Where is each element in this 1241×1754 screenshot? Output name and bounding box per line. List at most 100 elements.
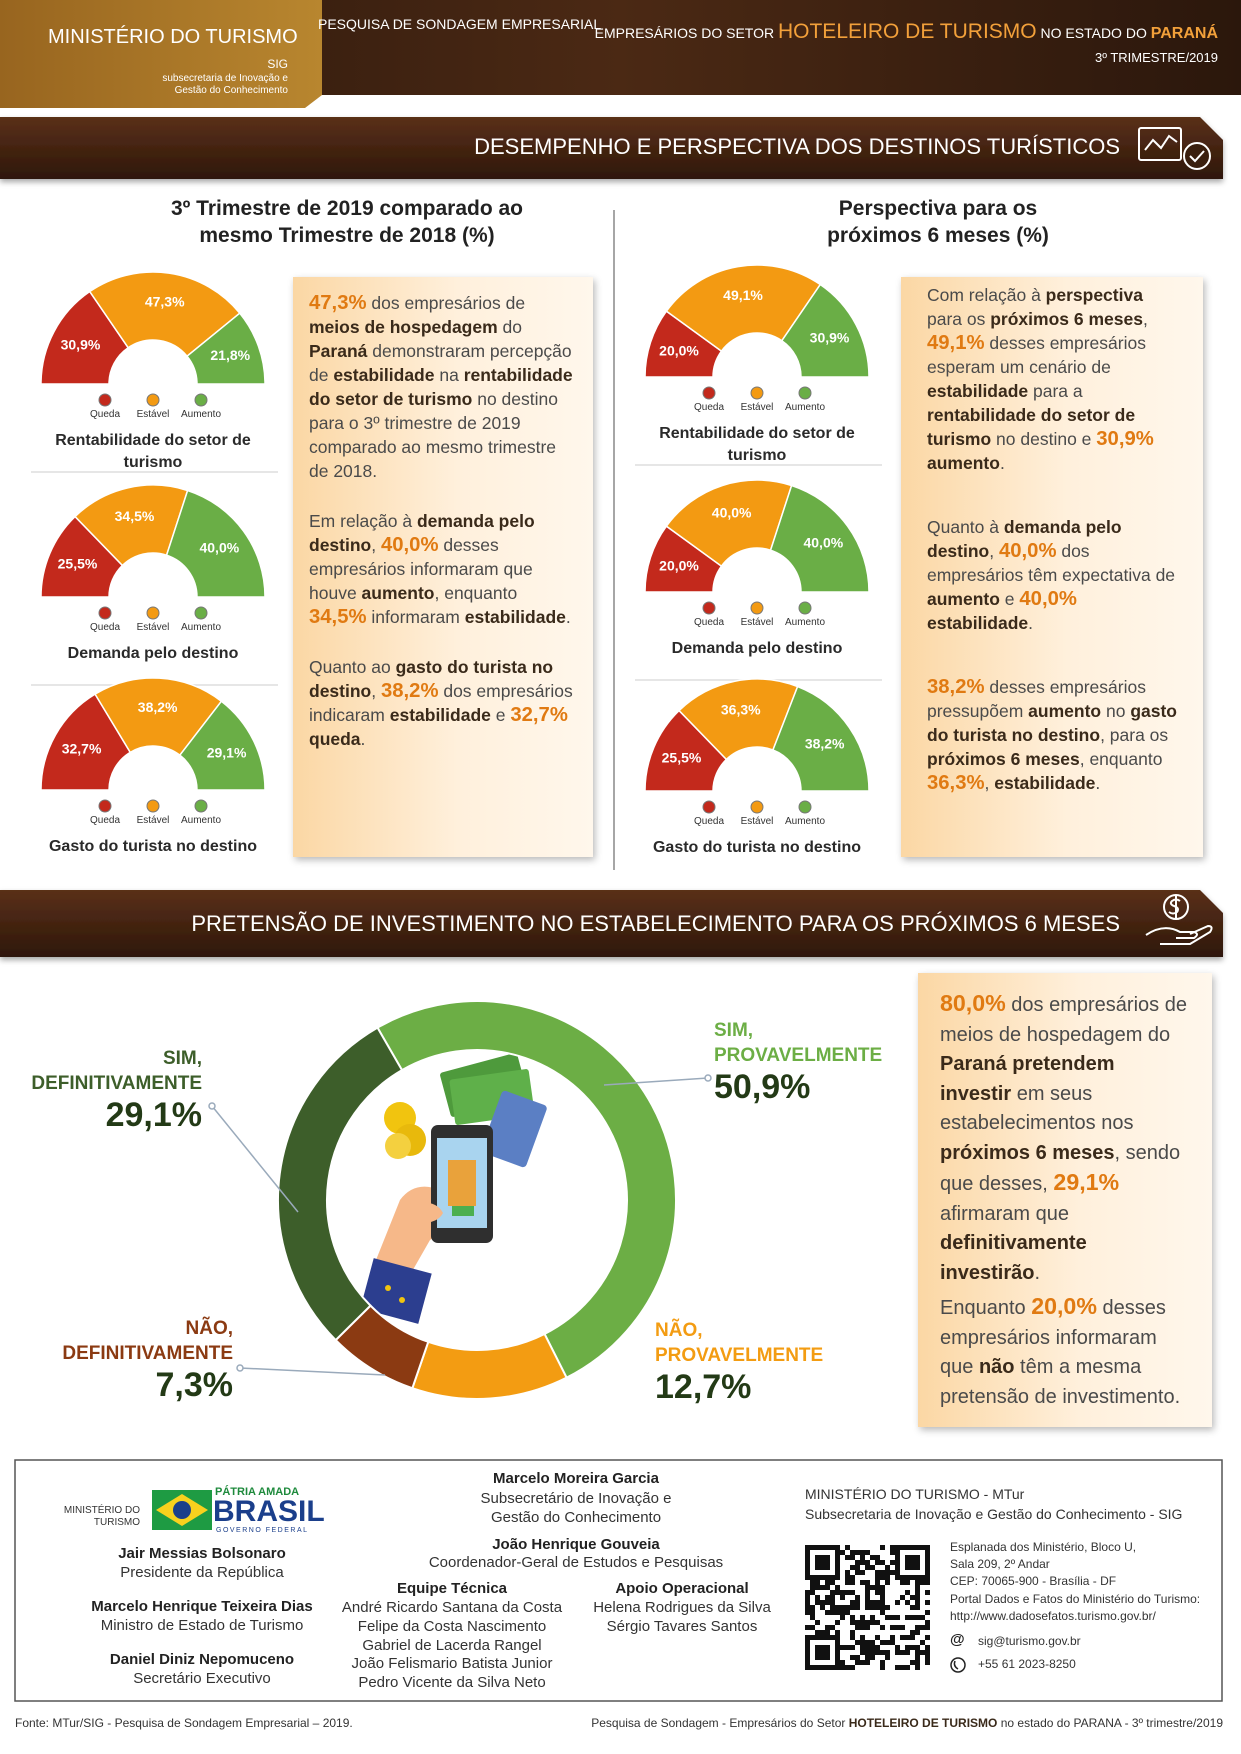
qr-module — [890, 1640, 895, 1645]
qr-module — [875, 1560, 880, 1565]
text-run: Quanto à — [927, 517, 1004, 537]
qr-module — [845, 1590, 850, 1595]
emphasis: aumento — [1028, 701, 1102, 721]
qr-module — [890, 1635, 895, 1640]
qr-module — [870, 1585, 875, 1590]
qr-module — [830, 1605, 835, 1610]
qr-module — [810, 1625, 815, 1630]
gauge-title: Demanda pelo destino — [671, 640, 843, 657]
text-run: , — [984, 773, 995, 793]
qr-module — [850, 1575, 855, 1580]
source-note: Fonte: MTur/SIG - Pesquisa de Sondagem E… — [15, 1716, 353, 1730]
text-run: no destino e — [991, 429, 1097, 449]
qr-module — [880, 1640, 885, 1645]
qr-module — [820, 1605, 825, 1610]
qr-module — [815, 1580, 820, 1585]
emphasis: aumento — [927, 453, 1000, 473]
team-title: Equipe Técnica — [396, 1580, 508, 1597]
qr-module — [810, 1615, 815, 1620]
qr-module — [925, 1580, 930, 1585]
team-member: Pedro Vicente da Silva Neto — [358, 1674, 546, 1692]
qr-module — [860, 1615, 865, 1620]
highlight: 30,9% — [1096, 428, 1154, 450]
qr-module — [895, 1645, 900, 1650]
qr-module — [845, 1605, 850, 1610]
legend-label: Estável — [137, 622, 170, 633]
qr-module — [850, 1630, 855, 1635]
gauge-slice — [94, 677, 223, 757]
flag-logo — [152, 1490, 212, 1530]
qr-module — [910, 1645, 915, 1650]
qr-module — [865, 1560, 870, 1565]
legend-dot — [750, 601, 764, 615]
qr-module — [895, 1600, 900, 1605]
qr-module — [860, 1645, 865, 1650]
qr-module — [890, 1625, 895, 1630]
qr-module — [885, 1565, 890, 1570]
qr-module — [890, 1550, 895, 1555]
qr-module — [830, 1590, 835, 1595]
legend-label: Queda — [694, 402, 724, 413]
highlight: 49,1% — [927, 332, 985, 354]
text-run: Quanto ao — [309, 657, 396, 677]
emphasis: estabilidade — [927, 613, 1029, 633]
slice-label: 30,9% — [810, 329, 850, 345]
qr-module — [845, 1610, 850, 1615]
donut-slice — [411, 1332, 568, 1400]
emphasis: PARANÁ — [1150, 25, 1218, 42]
leader-dot — [704, 1074, 712, 1082]
legend-dot — [750, 800, 764, 814]
text-run: desses empresários pressupõem — [927, 677, 1146, 721]
manager-role: Coordenador-Geral de Estudos e Pesquisas — [428, 1554, 724, 1571]
text-run: desses empresários esperam um cenário de — [927, 333, 1146, 377]
qr-module — [850, 1580, 855, 1585]
text-run: , — [989, 541, 999, 561]
text-run: , para os — [1100, 725, 1169, 745]
qr-module — [850, 1605, 855, 1610]
qr-module — [875, 1635, 880, 1640]
text-run: , — [371, 535, 381, 555]
qr-module — [850, 1555, 855, 1560]
support-member: Helena Rodrigues da Silva — [593, 1599, 771, 1616]
qr-module — [865, 1625, 870, 1630]
text-run: do — [497, 317, 522, 337]
emphasis: demanda pelo destino — [927, 517, 1122, 561]
legend-dot — [98, 393, 112, 407]
qr-module — [825, 1610, 830, 1615]
qr-module — [885, 1575, 890, 1580]
gauge-slice — [769, 484, 870, 593]
qr-module — [855, 1640, 860, 1645]
qr-module — [915, 1665, 920, 1670]
qr-module — [880, 1570, 885, 1575]
qr-module — [920, 1650, 925, 1655]
donut-category: SIM, PROVAVELMENTE — [714, 1020, 883, 1066]
qr-finder — [805, 1635, 840, 1670]
qr-module — [860, 1660, 865, 1665]
emphasis: rentabilidade do setor de turismo — [309, 365, 573, 409]
qr-module — [865, 1600, 870, 1605]
qr-module — [830, 1625, 835, 1630]
text-run: informaram — [366, 607, 465, 627]
legend-label: Queda — [694, 816, 724, 827]
slice-label: 40,0% — [199, 540, 239, 556]
slice-label: 32,7% — [62, 740, 102, 756]
qr-module — [920, 1580, 925, 1585]
qr-module — [880, 1595, 885, 1600]
slice-label: 47,3% — [145, 294, 185, 310]
qr-module — [805, 1595, 810, 1600]
qr-module — [855, 1565, 860, 1570]
qr-module — [845, 1580, 850, 1585]
survey-name: PESQUISA DE SONDAGEM EMPRESARIAL — [318, 16, 602, 32]
gauge-slice — [73, 484, 189, 567]
qr-module — [835, 1590, 840, 1595]
highlight: 20,0% — [1031, 1293, 1097, 1319]
column-title: Perspectiva para os próximos 6 meses (%) — [827, 197, 1049, 247]
qr-module — [810, 1580, 815, 1585]
text-run: desses empresários informaram que — [940, 1297, 1166, 1378]
qr-module — [880, 1600, 885, 1605]
text-run: no destino para o 3º trimestre de 2019 c… — [309, 389, 558, 481]
qr-module — [880, 1665, 885, 1670]
text-box: Com relação à perspectiva para os próxim… — [901, 277, 1203, 857]
team-member: André Ricardo Santana da Costa — [341, 1599, 563, 1616]
highlight: 40,0% — [1019, 588, 1077, 610]
